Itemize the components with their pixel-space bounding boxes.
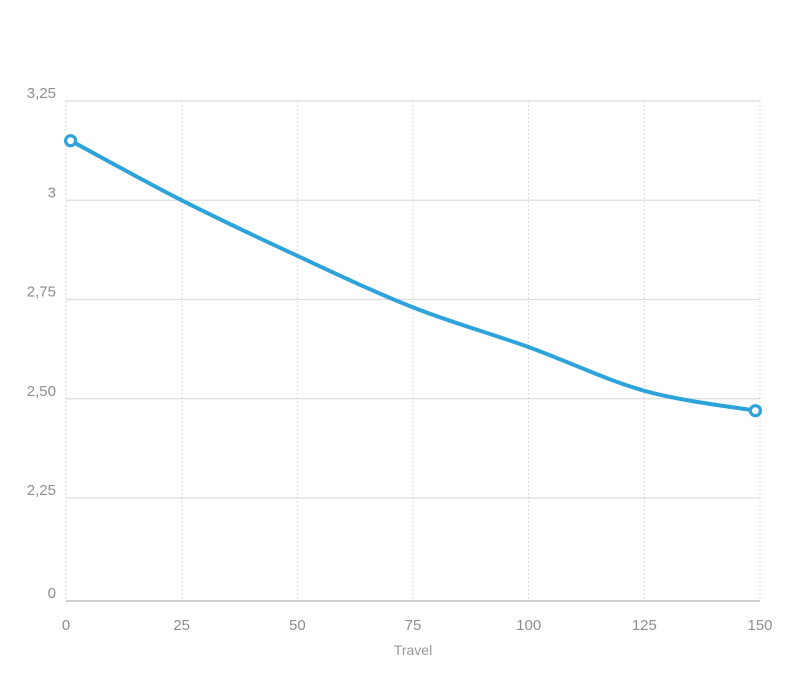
y-axis-labels: 3,25 3 2,75 2,50 2,25 0 bbox=[27, 85, 56, 602]
x-axis-labels: 0 25 50 75 100 125 150 bbox=[62, 617, 773, 634]
y-tick-label: 3 bbox=[48, 184, 56, 201]
x-tick-label: 125 bbox=[632, 617, 657, 634]
endpoint-marker bbox=[748, 404, 763, 418]
x-tick-label: 100 bbox=[516, 617, 541, 634]
x-tick-label: 50 bbox=[289, 617, 306, 634]
x-tick-label: 75 bbox=[405, 617, 422, 634]
series-line bbox=[68, 138, 758, 413]
y-tick-label: 2,25 bbox=[27, 482, 56, 499]
vertical-gridlines bbox=[65, 101, 761, 601]
x-tick-label: 0 bbox=[62, 617, 70, 634]
x-axis-title: Travel bbox=[394, 642, 432, 658]
y-tick-label: 2,75 bbox=[27, 284, 56, 301]
y-tick-label: 0 bbox=[48, 585, 56, 602]
endpoint-markers bbox=[63, 134, 763, 418]
x-tick-label: 150 bbox=[747, 617, 772, 634]
x-tick-label: 25 bbox=[173, 617, 190, 634]
endpoint-marker bbox=[63, 134, 78, 148]
y-tick-label: 3,25 bbox=[27, 85, 56, 102]
y-tick-label: 2,50 bbox=[27, 383, 56, 400]
